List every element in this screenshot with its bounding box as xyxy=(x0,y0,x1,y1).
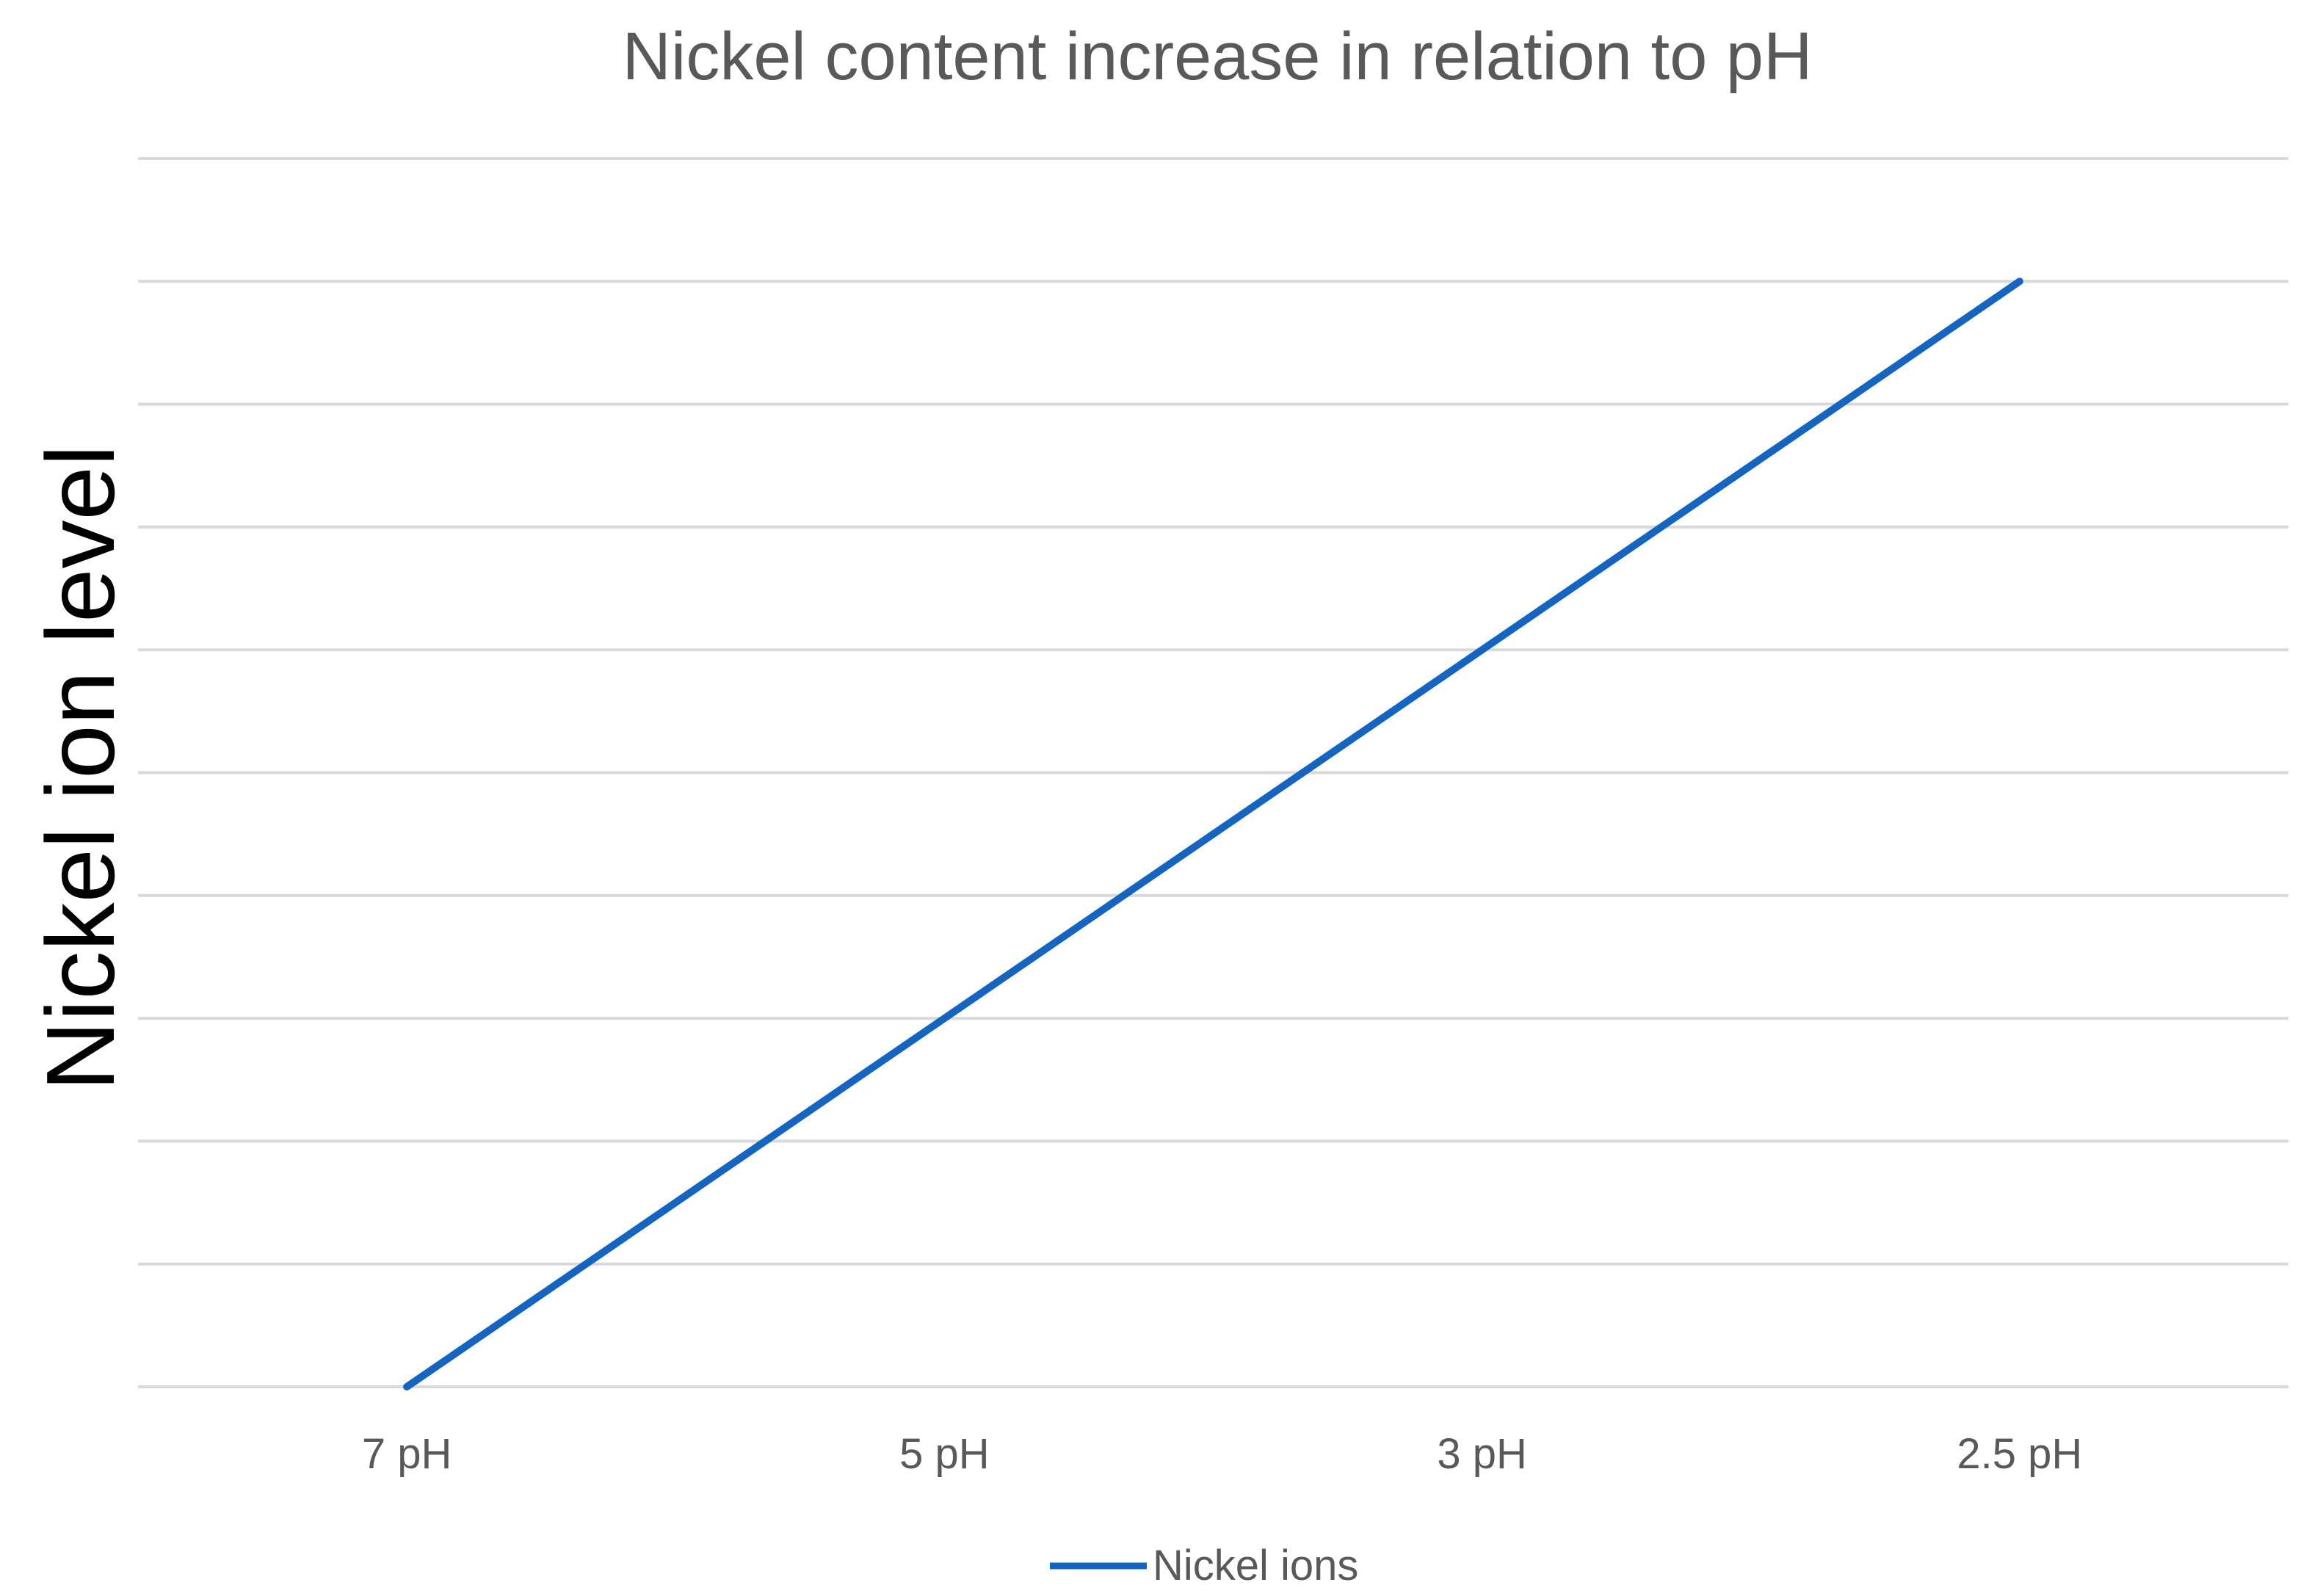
series-lines xyxy=(403,278,2023,1390)
x-tick-label: 5 pH xyxy=(899,1430,990,1478)
series-line-0 xyxy=(403,278,2023,1390)
legend-label-nickel-ions: Nickel ions xyxy=(1153,1542,1358,1589)
chart-title: Nickel content increase in relation to p… xyxy=(622,19,1812,94)
x-tick-label: 7 pH xyxy=(362,1430,452,1478)
gridlines xyxy=(138,157,2288,1388)
x-tick-label: 2.5 pH xyxy=(1957,1430,2082,1478)
x-tick-label: 3 pH xyxy=(1437,1430,1527,1478)
legend: Nickel ions xyxy=(1050,1542,1358,1589)
y-axis-label: Nickel ion level xyxy=(26,445,134,1091)
x-tick-labels: 7 pH 5 pH 3 pH 2.5 pH xyxy=(362,1430,2082,1478)
